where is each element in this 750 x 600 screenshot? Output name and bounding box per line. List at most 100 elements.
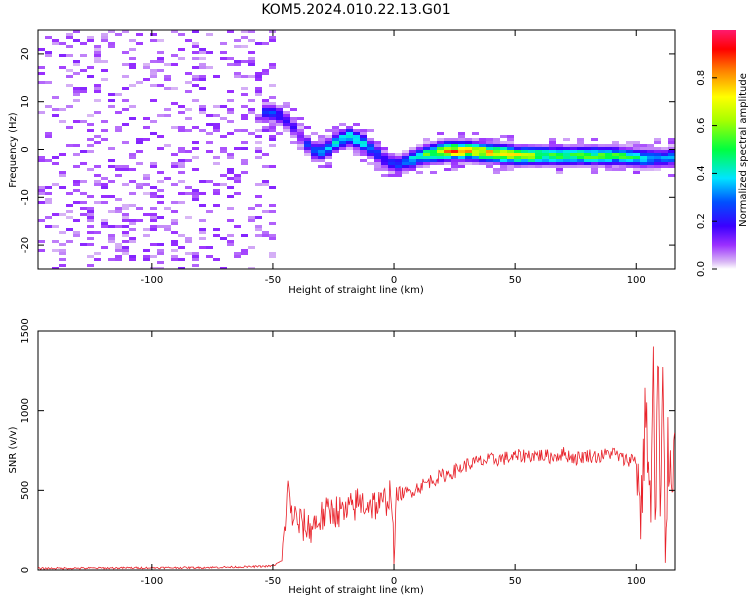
spectrogram-cell [255,234,262,237]
spectrogram-cell [388,174,395,177]
spectrogram-cell [122,108,129,111]
spectrogram-cell [521,162,528,165]
spectrogram-cell [388,156,395,159]
spectrogram-cell [269,135,276,138]
spectrogram-cell [66,216,73,219]
spectrogram-cell [346,132,353,135]
spectrogram-cell [437,147,444,150]
spectrogram-cell [122,63,129,66]
spectrogram-cell [563,144,570,147]
spectrogram-cell [661,150,668,153]
spectrogram-cell [367,129,374,132]
spectrogram-cell [45,201,52,204]
spectrogram-cell [227,111,234,114]
spectrogram-cell [381,174,388,177]
spectrogram-cell [185,117,192,120]
spectrogram-cell [192,168,199,171]
spectrogram-cell [402,159,409,162]
spectrogram-cell [549,159,556,162]
spectrogram-cell [661,159,668,162]
spectrogram-cell [563,150,570,153]
spectrogram-cell [220,51,227,54]
spectrogram-cell [157,57,164,60]
spectrogram-cell [73,63,80,66]
spectrogram-cell [269,111,276,114]
spectrogram-cell [269,252,276,255]
spectrogram-cell [94,183,101,186]
spectrogram-cell [38,156,45,159]
spectrogram-cell [465,156,472,159]
spectrogram-cell [654,156,661,159]
spectrogram-cell [171,231,178,234]
spectrogram-cell [192,252,199,255]
spectrogram-cell [276,120,283,123]
spectrogram-cell [52,240,59,243]
spectrogram-cell [171,87,178,90]
spectrogram-cell [360,135,367,138]
spectrogram-cell [101,36,108,39]
spectrogram-cell [143,63,150,66]
spectrogram-cell [206,114,213,117]
spectrogram-cell [52,249,59,252]
spectrogram-cell [374,168,381,171]
spectrogram-cell [241,93,248,96]
spectrogram-cell [367,141,374,144]
spectrogram-cell [52,213,59,216]
spectrogram-cell [192,75,199,78]
spectrogram-cell [178,162,185,165]
spectrogram-cell [577,147,584,150]
spectrogram-cell [444,153,451,156]
spectrogram-cell [136,207,143,210]
spectrogram-cell [458,144,465,147]
spectrogram-cell [248,267,255,269]
spectrogram-cell [458,132,465,135]
spectrogram-cell [290,108,297,111]
spectrogram-cell [283,120,290,123]
spectrogram-cell [192,141,199,144]
spectrogram-cell [227,156,234,159]
spectrogram-cell [451,147,458,150]
spectrogram-cell [150,186,157,189]
spectrogram-cell [129,105,136,108]
y-tick-label: -20 [20,237,31,253]
spectrogram-cell [360,129,367,132]
spectrogram-cell [199,66,206,69]
spectrogram-cell [178,126,185,129]
spectrogram-cell [192,99,199,102]
spectrogram-cell [493,150,500,153]
spectrogram-cell [521,165,528,168]
spectrogram-cell [87,207,94,210]
spectrogram-cell [654,162,661,165]
spectrogram-cell [353,144,360,147]
y-tick-label: 1500 [20,318,31,343]
spectrogram-cell [122,168,129,171]
spectrogram-cell [269,66,276,69]
spectrogram-ylabel: Frequency (Hz) [8,112,19,188]
spectrogram-cell [493,138,500,141]
spectrogram-cell [360,132,367,135]
spectrogram-cell [269,102,276,105]
spectrogram-cell [171,201,178,204]
spectrogram-cell [451,138,458,141]
spectrogram-cell [115,225,122,228]
spectrogram-cell [332,150,339,153]
spectrogram-cell [535,144,542,147]
spectrogram-cell [325,141,332,144]
spectrogram-cell [101,129,108,132]
spectrogram-cell [409,153,416,156]
spectrogram-cell [381,168,388,171]
spectrogram-cell [199,180,206,183]
spectrogram-cell [388,165,395,168]
x-tick-label: 100 [627,275,646,286]
spectrogram-cell [486,153,493,156]
spectrogram-cell [507,141,514,144]
spectrogram-cell [115,165,122,168]
snr-ylabel: SNR (v/v) [8,426,19,473]
spectrogram-cell [241,249,248,252]
spectrogram-cell [360,144,367,147]
spectrogram-cell [437,156,444,159]
spectrogram-cell [521,150,528,153]
spectrogram-cell [360,150,367,153]
spectrogram-cell [255,129,262,132]
